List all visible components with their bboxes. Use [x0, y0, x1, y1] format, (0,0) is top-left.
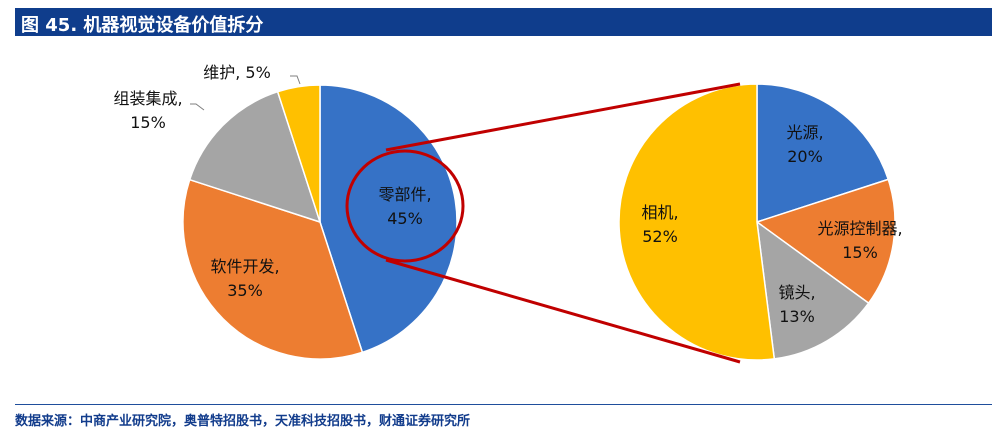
slice-label: 软件开发, 35%: [210, 257, 279, 300]
slice-label: 零部件, 45%: [378, 185, 431, 228]
leader-line: [190, 103, 205, 111]
title-bar: 图 45. 机器视觉设备价值拆分: [15, 8, 992, 36]
chart-title: 图 45. 机器视觉设备价值拆分: [21, 15, 264, 36]
highlight-ellipse: [345, 149, 465, 263]
pie-slice: [276, 84, 321, 223]
connector-line: [385, 82, 741, 152]
pie-slice: [319, 84, 458, 354]
slice-label: 相机, 52%: [641, 203, 678, 246]
slice-label: 组装集成, 15%: [113, 89, 182, 132]
pie-slice: [188, 90, 322, 224]
leader-line: [290, 75, 301, 85]
pie-slice: [618, 83, 776, 361]
right-pie: [618, 83, 896, 361]
slice-label: 镜头, 13%: [778, 283, 815, 326]
slice-label: 维护, 5%: [203, 63, 271, 82]
pie-slice: [182, 178, 364, 360]
pie-chart-figure: 零部件, 45% 软件开发, 35% 组装集成, 15% 维护, 5% 光源, 20% 光源控制器…: [113, 63, 903, 364]
pie-slice: [755, 178, 896, 305]
source-divider: [15, 404, 992, 405]
pie-slice: [756, 83, 890, 224]
pie-slice: [756, 220, 870, 360]
slice-label: 光源控制器, 15%: [817, 219, 902, 262]
source-note: 数据来源：中商产业研究院，奥普特招股书，天准科技招股书，财通证券研究所: [15, 414, 471, 429]
connector-line: [385, 258, 741, 364]
slice-label: 光源, 20%: [786, 123, 823, 166]
left-pie: [182, 84, 458, 360]
